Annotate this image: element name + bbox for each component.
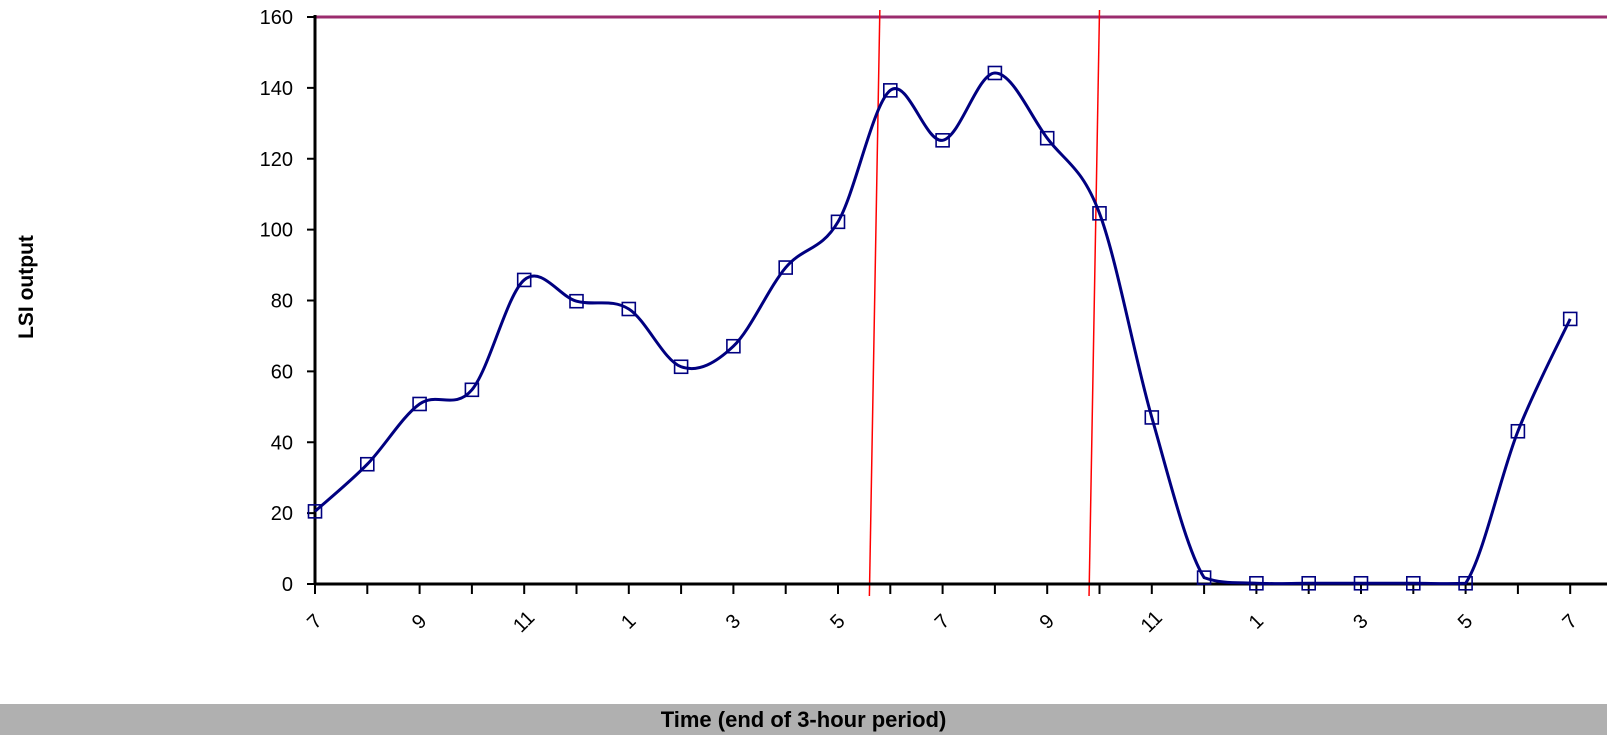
- data-point-marker: [1039, 130, 1055, 146]
- x-tick-label: 5: [1454, 610, 1477, 633]
- data-point-marker: [882, 83, 898, 98]
- data-point-marker: [307, 504, 323, 519]
- data-point-marker: [830, 214, 846, 230]
- x-tick-label: 3: [722, 610, 745, 633]
- y-tick-label: 80: [271, 291, 293, 313]
- data-point-marker: [1092, 206, 1107, 221]
- data-point-marker: [1562, 311, 1578, 327]
- data-point-marker: [935, 133, 950, 148]
- x-tick-label: 7: [303, 610, 326, 633]
- axes: [313, 15, 1607, 586]
- data-point-marker: [412, 396, 427, 412]
- data-point-marker: [1301, 575, 1316, 591]
- vertical-marker-line: [1088, 9, 1101, 597]
- x-axis-ticks: 7 9 11 1 3 5 7 9 11 1 3 5 7: [303, 584, 1582, 637]
- x-tick-label: 11: [509, 607, 539, 637]
- y-tick-label: 140: [260, 78, 293, 100]
- data-point-marker: [621, 301, 637, 317]
- data-point-marker: [569, 293, 584, 309]
- x-tick-label: 1: [1245, 610, 1268, 633]
- y-tick-label: 0: [282, 574, 293, 596]
- y-tick-label: 60: [271, 361, 293, 383]
- x-tick-label: 7: [1558, 610, 1581, 633]
- series-line: [313, 71, 1572, 586]
- y-axis-title: LSI output: [15, 235, 38, 339]
- y-tick-label: 160: [260, 7, 293, 29]
- y-axis-ticks: 0 20 40 60 80 100 120 140 160: [260, 7, 315, 596]
- x-tick-label: 3: [1349, 610, 1372, 633]
- data-point-marker: [778, 260, 794, 275]
- data-point-marker: [726, 338, 741, 354]
- data-point-marker: [1249, 575, 1264, 591]
- data-point-marker: [464, 382, 480, 398]
- data-point-marker: [1353, 575, 1369, 591]
- data-point-marker: [1144, 410, 1160, 425]
- data-point-marker: [1406, 575, 1421, 591]
- x-tick-label: 1: [617, 610, 640, 633]
- x-tick-label: 9: [1035, 610, 1058, 633]
- x-tick-label: 11: [1137, 607, 1167, 637]
- x-axis-title: Time (end of 3-hour period): [0, 704, 1607, 735]
- x-tick-label: 9: [408, 610, 431, 633]
- y-tick-label: 40: [271, 432, 293, 454]
- data-point-marker: [359, 456, 375, 472]
- x-tick-label: 7: [931, 610, 954, 633]
- data-point-marker: [516, 272, 532, 288]
- y-tick-label: 20: [271, 503, 293, 525]
- series-group: [307, 65, 1578, 591]
- vertical-marker-line: [868, 9, 881, 597]
- x-tick-label: 5: [826, 610, 849, 633]
- data-point-marker: [1196, 570, 1212, 585]
- data-point-marker: [1458, 575, 1473, 591]
- data-point-marker: [987, 65, 1003, 81]
- data-point-marker: [1510, 423, 1526, 439]
- data-point-marker: [673, 359, 689, 375]
- y-tick-label: 120: [260, 149, 293, 171]
- y-tick-label: 100: [260, 220, 293, 242]
